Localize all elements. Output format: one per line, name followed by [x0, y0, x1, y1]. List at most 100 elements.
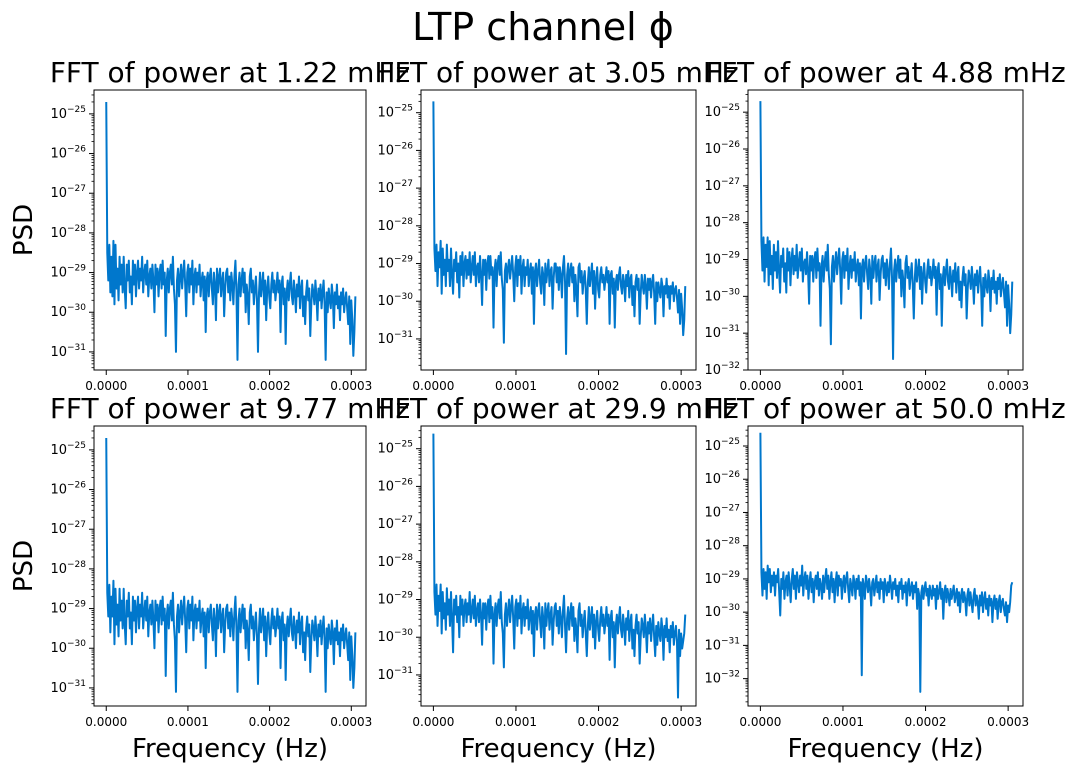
psd-line [759, 101, 1014, 360]
subplot-6: FFT of power at 50.0 mHz 0.0000 0.0001 0.00… [704, 392, 1065, 764]
x-tick-label: 0.0000 [85, 379, 127, 393]
y-tick-label: 10−29 [704, 251, 740, 268]
y-tick-label: 10−26 [50, 145, 86, 162]
y-tick-label: 10−29 [704, 570, 740, 587]
subplot-3: FFT of power at 4.88 mHz 0.0000 0.0001 0.00… [704, 56, 1065, 393]
x-tick-label: 0.0002 [905, 715, 947, 729]
y-tick-label: 10−29 [50, 600, 86, 617]
y-tick-label: 10−31 [50, 679, 86, 696]
x-tick-label: 0.0003 [987, 379, 1029, 393]
axes-frame [93, 425, 367, 707]
axes-frame [747, 425, 1024, 707]
x-axis-label: Frequency (Hz) [460, 734, 656, 764]
psd-line [432, 101, 687, 356]
x-axis-label: Frequency (Hz) [132, 734, 328, 764]
x-tick-label: 0.0001 [822, 379, 864, 393]
y-tick-label: 10−28 [704, 214, 740, 231]
subplot-title: FFT of power at 3.05 mHz [378, 56, 738, 89]
x-tick-label: 0.0001 [167, 715, 209, 729]
y-tick-label: 10−25 [50, 105, 86, 122]
y-tick-label: 10−26 [377, 477, 413, 494]
y-tick-label: 10−25 [50, 441, 86, 458]
axes-frame [420, 425, 697, 707]
y-tick-label: 10−28 [50, 224, 86, 241]
y-tick-label: 10−27 [704, 503, 740, 520]
x-tick-label: 0.0003 [987, 715, 1029, 729]
subplot-title: FFT of power at 9.77 mHz [50, 392, 410, 425]
y-axis-label: PSD [9, 204, 39, 256]
x-tick-label: 0.0000 [739, 379, 781, 393]
x-tick-label: 0.0001 [495, 379, 537, 393]
y-axis-label: PSD [9, 540, 39, 592]
x-axis-label: Frequency (Hz) [787, 734, 983, 764]
y-tick-label: 10−32 [704, 361, 740, 378]
y-tick-label: 10−28 [50, 560, 86, 577]
y-tick-label: 10−25 [704, 103, 740, 120]
subplot-title: FFT of power at 29.9 mHz [378, 392, 738, 425]
psd-line [432, 433, 687, 699]
axes-frame [747, 89, 1024, 371]
y-tick-label: 10−31 [704, 636, 740, 653]
y-tick-label: 10−30 [377, 292, 413, 309]
subplot-1: FFT of power at 1.22 mHz 0.0000 0.0001 0.00… [9, 56, 410, 393]
x-tick-label: 0.0002 [249, 715, 291, 729]
y-tick-label: 10−25 [704, 437, 740, 454]
y-tick-label: 10−27 [50, 520, 86, 537]
y-tick-label: 10−25 [377, 440, 413, 457]
y-tick-label: 10−29 [377, 591, 413, 608]
subplot-title: FFT of power at 4.88 mHz [705, 56, 1065, 89]
y-tick-label: 10−27 [50, 184, 86, 201]
x-tick-label: 0.0002 [578, 379, 620, 393]
x-tick-label: 0.0001 [167, 379, 209, 393]
y-tick-label: 10−28 [377, 217, 413, 234]
subplot-title: FFT of power at 1.22 mHz [50, 56, 410, 89]
y-tick-label: 10−26 [50, 481, 86, 498]
x-tick-label: 0.0002 [905, 379, 947, 393]
axes-frame [93, 89, 367, 371]
x-tick-label: 0.0000 [85, 715, 127, 729]
subplot-grid: FFT of power at 1.22 mHz 0.0000 0.0001 0.00… [9, 56, 1066, 764]
x-tick-label: 0.0002 [249, 379, 291, 393]
y-tick-label: 10−31 [377, 330, 413, 347]
y-tick-label: 10−32 [704, 670, 740, 687]
x-tick-label: 0.0000 [412, 379, 454, 393]
y-tick-label: 10−27 [704, 177, 740, 194]
y-tick-label: 10−25 [377, 104, 413, 121]
x-tick-label: 0.0000 [739, 715, 781, 729]
x-tick-label: 0.0003 [660, 715, 702, 729]
y-tick-label: 10−28 [704, 537, 740, 554]
y-tick-label: 10−27 [377, 179, 413, 196]
y-tick-label: 10−28 [377, 553, 413, 570]
y-tick-label: 10−30 [704, 603, 740, 620]
x-tick-label: 0.0003 [660, 379, 702, 393]
axes-frame [420, 89, 697, 371]
subplot-5: FFT of power at 29.9 mHz 0.0000 0.0001 0.00… [377, 392, 738, 764]
psd-line [105, 101, 357, 361]
psd-line [105, 437, 357, 693]
y-tick-label: 10−30 [377, 628, 413, 645]
x-tick-label: 0.0003 [330, 715, 372, 729]
x-tick-label: 0.0001 [822, 715, 864, 729]
subplot-title: FFT of power at 50.0 mHz [705, 392, 1065, 425]
y-tick-label: 10−31 [50, 343, 86, 360]
y-tick-label: 10−26 [377, 141, 413, 158]
y-tick-label: 10−27 [377, 515, 413, 532]
x-tick-label: 0.0002 [578, 715, 620, 729]
x-tick-label: 0.0003 [330, 379, 372, 393]
x-tick-label: 0.0001 [495, 715, 537, 729]
y-tick-label: 10−29 [377, 255, 413, 272]
y-tick-label: 10−31 [704, 324, 740, 341]
subplot-2: FFT of power at 3.05 mHz 0.0000 0.0001 0.00… [377, 56, 738, 393]
y-tick-label: 10−31 [377, 666, 413, 683]
subplot-4: FFT of power at 9.77 mHz 0.0000 0.0001 0.00… [9, 392, 410, 764]
figure-title: LTP channel ϕ [412, 5, 674, 49]
y-tick-label: 10−29 [50, 264, 86, 281]
y-tick-label: 10−26 [704, 470, 740, 487]
x-tick-label: 0.0000 [412, 715, 454, 729]
y-tick-label: 10−30 [50, 303, 86, 320]
y-tick-label: 10−26 [704, 140, 740, 157]
psd-line [759, 432, 1014, 693]
y-tick-label: 10−30 [704, 287, 740, 304]
y-tick-label: 10−30 [50, 639, 86, 656]
